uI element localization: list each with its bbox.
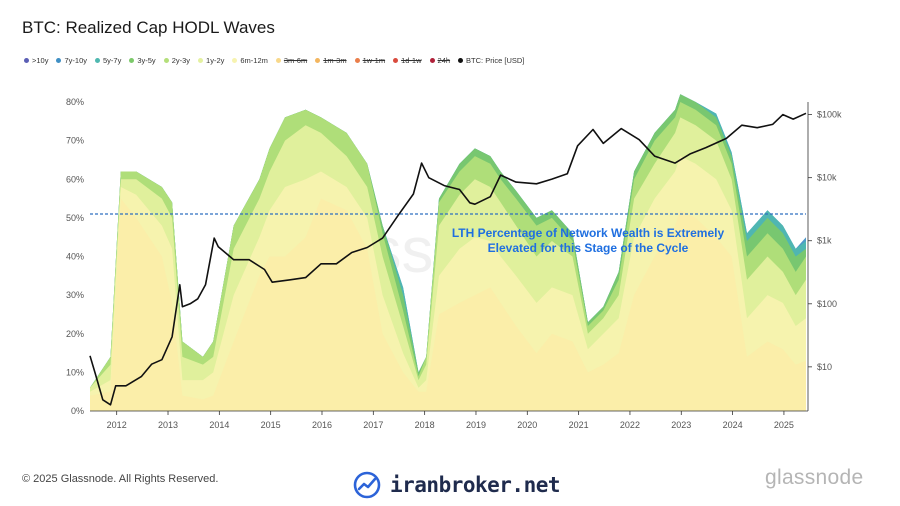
legend-dot-icon [163,58,169,63]
brand-logo[interactable]: iranbroker.net [352,470,561,500]
x-tick-label: 2022 [620,420,640,430]
y-right-tick-label: $10k [817,173,837,183]
x-tick-label: 2020 [517,420,537,430]
y-right-tick-label: $10 [817,362,832,372]
legend-label: >10y [32,56,49,65]
legend-label: 1w-1m [362,56,386,65]
legend-item[interactable]: 1w-1m [354,56,386,65]
legend-dot-icon [232,58,238,63]
chart-title: BTC: Realized Cap HODL Waves [22,18,275,37]
x-tick-label: 2023 [671,420,691,430]
legend-dot-icon [393,58,399,63]
annotation-line-1: LTH Percentage of Network Wealth is Extr… [452,226,725,240]
legend-label: BTC: Price [USD] [466,56,525,65]
annotation-line-2: Elevated for this Stage of the Cycle [488,241,689,255]
x-tick-label: 2025 [774,420,794,430]
x-tick-label: 2013 [158,420,178,430]
legend-item[interactable]: 5y-7y [95,56,121,65]
y-left-tick-label: 0% [71,406,84,416]
legend-label: 1y-2y [206,56,225,65]
x-tick-label: 2017 [363,420,383,430]
legend-item[interactable]: 2y-3y [163,56,191,65]
legend-item[interactable]: 3m-6m [275,56,308,65]
x-tick-label: 2012 [107,420,127,430]
legend-dot-icon [24,58,29,63]
legend-item[interactable]: >10y [24,56,48,65]
x-tick-label: 2016 [312,420,332,430]
y-left-tick-label: 40% [66,252,84,262]
y-left-tick-label: 60% [66,174,84,184]
x-tick-label: 2019 [466,420,486,430]
legend-item[interactable]: 1y-2y [198,56,224,65]
legend-item[interactable]: 24h [429,56,451,65]
x-tick-label: 2024 [723,420,743,430]
legend-label: 24h [437,56,451,65]
legend-label: 3m-6m [283,56,308,65]
x-tick-label: 2021 [569,420,589,430]
legend-item[interactable]: 1m-3m [315,56,347,65]
legend-dot-icon [275,58,281,63]
legend-item[interactable]: 7y-10y [56,56,87,65]
legend-item[interactable]: 6m-12m [232,56,268,65]
glassnode-logo: glassnode [765,466,864,489]
legend-dot-icon [198,58,204,63]
chart-trend-icon [353,471,381,499]
y-left-tick-label: 50% [66,213,84,223]
legend-dot-icon [458,58,464,63]
wave-band [90,198,806,411]
y-left-tick-label: 80% [66,97,84,107]
copyright-text: © 2025 Glassnode. All Rights Reserved. [22,473,219,485]
chart-legend: >10y 7y-10y 5y-7y 3y-5y 2y-3y 1y-2y 6m-12m 3m-6… [24,56,524,65]
legend-label: 7y-10y [64,56,87,65]
legend-label: 3y-5y [137,56,156,65]
y-right-tick-label: $100k [817,110,842,120]
y-left-tick-label: 20% [66,329,84,339]
legend-dot-icon [315,58,321,63]
legend-item[interactable]: 1d-1w [393,56,422,65]
legend-label: 6m-12m [240,56,268,65]
y-right-tick-label: $1k [817,236,832,246]
legend-dot-icon [354,58,360,63]
x-tick-label: 2014 [209,420,229,430]
legend-label: 2y-3y [171,56,191,65]
legend-item[interactable]: 3y-5y [129,56,156,65]
legend-dot-icon [95,58,100,63]
x-tick-label: 2015 [261,420,281,430]
legend-label: 5y-7y [103,56,122,65]
legend-dot-icon [129,58,135,63]
y-left-tick-label: 10% [66,367,84,377]
x-tick-label: 2018 [415,420,435,430]
legend-label: 1d-1w [401,56,422,65]
price-line [89,112,807,406]
legend-item[interactable]: BTC: Price [USD] [458,56,524,65]
y-left-tick-label: 30% [66,290,84,300]
y-left-tick-label: 70% [66,136,84,146]
y-right-tick-label: $100 [817,299,837,309]
legend-dot-icon [429,58,435,63]
legend-label: 1m-3m [323,56,347,65]
legend-dot-icon [56,58,62,63]
brand-name: iranbroker.net [390,473,561,497]
